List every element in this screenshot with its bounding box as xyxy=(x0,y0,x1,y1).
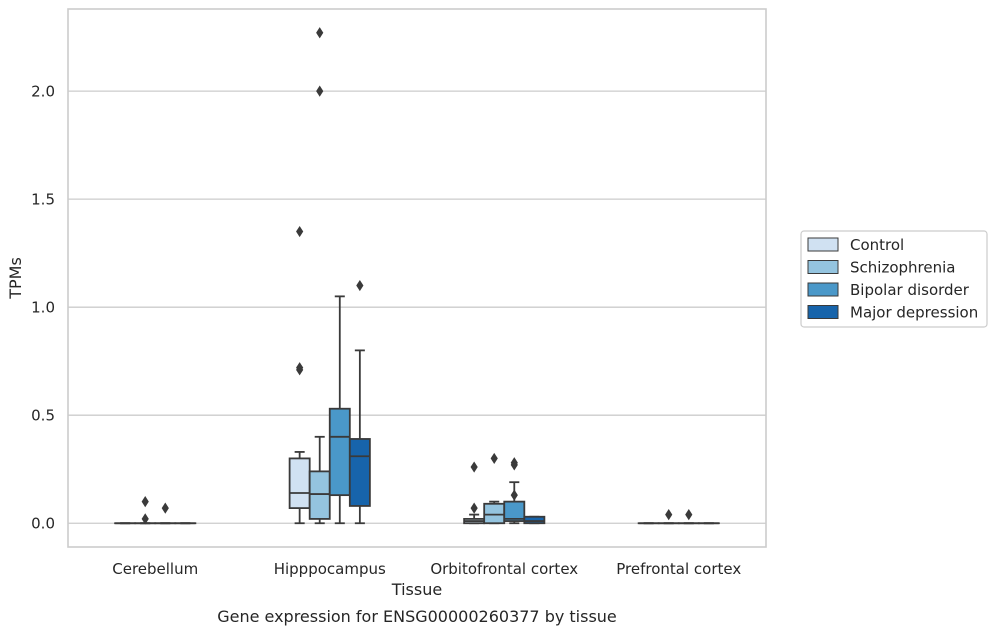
box-iqr xyxy=(350,439,370,506)
x-tick-label: Prefrontal cortex xyxy=(616,560,741,578)
box-iqr xyxy=(524,517,544,523)
y-tick-labels: 0.0 0.5 1.0 1.5 2.0 xyxy=(31,83,55,533)
box-2-2 xyxy=(504,457,524,523)
x-tick-label: Cerebellum xyxy=(112,560,198,578)
box-3-2 xyxy=(679,509,699,523)
outlier-point xyxy=(296,362,303,373)
box-iqr xyxy=(290,458,310,508)
box-0-2 xyxy=(155,503,175,524)
legend-item: Major depression xyxy=(808,304,978,322)
outlier-point xyxy=(142,496,149,507)
box-2-3 xyxy=(524,517,544,523)
outlier-point xyxy=(471,461,478,472)
box-iqr xyxy=(310,471,330,519)
box-iqr xyxy=(484,504,504,523)
outlier-point xyxy=(511,457,518,468)
y-axis-label: TPMs xyxy=(6,257,25,300)
outlier-point xyxy=(511,490,518,501)
box-iqr xyxy=(330,409,350,495)
x-tick-labels: Cerebellum Hipppocampus Orbitofrontal cort… xyxy=(112,560,741,578)
outlier-point xyxy=(685,509,692,520)
legend-label: Major depression xyxy=(850,304,978,322)
outlier-point xyxy=(316,27,323,38)
legend-swatch xyxy=(808,238,838,251)
outlier-point xyxy=(296,226,303,237)
y-tick-label: 1.0 xyxy=(31,299,55,317)
outlier-point xyxy=(316,86,323,97)
outlier-point xyxy=(162,503,169,514)
y-tick-label: 0.5 xyxy=(31,407,55,425)
outlier-point xyxy=(356,280,363,291)
plot-frame xyxy=(68,9,766,547)
box-3-1 xyxy=(659,509,679,523)
chart-caption: Gene expression for ENSG00000260377 by t… xyxy=(217,607,617,626)
legend-label: Control xyxy=(850,236,904,254)
box-1-2 xyxy=(330,296,350,523)
legend-item: Bipolar disorder xyxy=(808,281,970,299)
legend-item: Control xyxy=(808,236,904,254)
x-axis-label: Tissue xyxy=(391,580,442,599)
legend-swatch xyxy=(808,283,838,296)
gridlines xyxy=(68,91,766,523)
legend-swatch xyxy=(808,261,838,274)
x-tick-label: Orbitofrontal cortex xyxy=(430,560,578,578)
box-2-1 xyxy=(484,453,504,523)
boxes xyxy=(115,27,719,524)
outlier-point xyxy=(471,503,478,514)
x-tick-label: Hipppocampus xyxy=(274,560,386,578)
y-tick-label: 1.5 xyxy=(31,191,55,209)
outlier-point xyxy=(665,509,672,520)
legend-label: Schizophrenia xyxy=(850,259,955,277)
box-2-0 xyxy=(464,461,484,523)
box-1-1 xyxy=(310,27,330,523)
legend-item: Schizophrenia xyxy=(808,259,955,277)
legend-swatch xyxy=(808,306,838,319)
legend: Control Schizophrenia Bipolar disorder Majo… xyxy=(801,231,987,327)
box-1-3 xyxy=(350,280,370,523)
box-0-1 xyxy=(135,496,155,524)
legend-label: Bipolar disorder xyxy=(850,281,970,299)
y-tick-label: 2.0 xyxy=(31,83,55,101)
outlier-point xyxy=(491,453,498,464)
box-1-0 xyxy=(290,226,310,523)
y-tick-label: 0.0 xyxy=(31,515,55,533)
